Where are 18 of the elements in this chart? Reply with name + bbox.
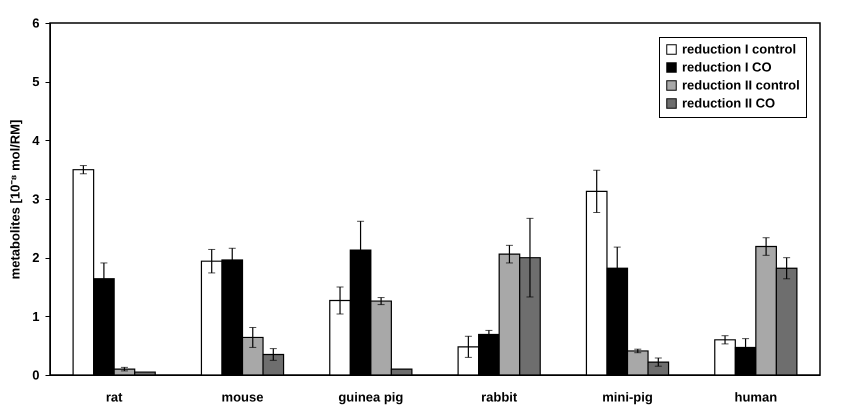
y-tick-label: 5 — [32, 74, 40, 90]
x-tick-label: rabbit — [481, 390, 518, 404]
y-tick-label: 2 — [32, 250, 40, 266]
x-tick-label: human — [734, 390, 778, 404]
x-tick-label: mini-pig — [602, 390, 653, 404]
legend-label: reduction II control — [682, 78, 800, 92]
x-tick-label: mouse — [222, 390, 264, 404]
y-tick-label: 0 — [32, 368, 40, 382]
legend-label: reduction I CO — [682, 60, 772, 74]
x-tick-label: guinea pig — [338, 390, 404, 404]
legend-label: reduction II CO — [682, 96, 776, 110]
legend-label: reduction I control — [682, 42, 796, 56]
y-tick-label: 6 — [32, 16, 40, 30]
y-tick-label: 4 — [32, 132, 40, 148]
y-tick-label: 1 — [32, 308, 40, 324]
y-tick-label: 3 — [32, 192, 40, 206]
y-axis-title: metabolites [10⁻⁸ mol/RM] — [7, 120, 22, 280]
x-tick-label: rat — [106, 390, 124, 404]
